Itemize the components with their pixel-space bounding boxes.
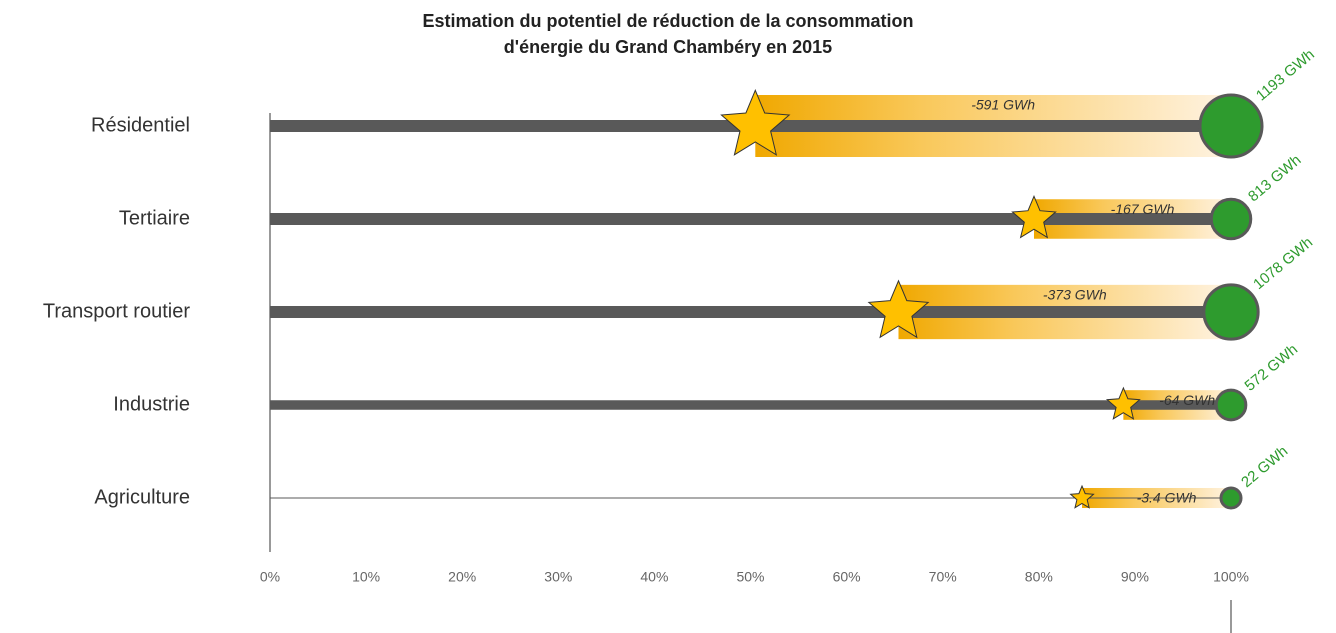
x-tick-label: 10% xyxy=(352,569,380,585)
reduction-label: -64 GWh xyxy=(1159,392,1215,408)
x-tick-label: 70% xyxy=(929,569,957,585)
potential-star xyxy=(1105,386,1141,420)
x-tick-label: 40% xyxy=(640,569,668,585)
chart-subtitle: d'énergie du Grand Chambéry en 2015 xyxy=(504,37,832,57)
consumption-label: 1193 GWh xyxy=(1253,46,1318,104)
reduction-label: -167 GWh xyxy=(1111,201,1175,217)
consumption-circle xyxy=(1202,283,1260,341)
consumption-label: 1078 GWh xyxy=(1250,234,1316,293)
category-label: Industrie xyxy=(113,393,190,415)
consumption-circle xyxy=(1209,197,1253,241)
potential-star xyxy=(1069,484,1095,509)
x-tick-label: 30% xyxy=(544,569,572,585)
x-tick-label: 50% xyxy=(736,569,764,585)
potential-star xyxy=(720,88,791,156)
category-label: Agriculture xyxy=(94,486,190,508)
consumption-label: 813 GWh xyxy=(1245,152,1304,206)
consumption-label: 572 GWh xyxy=(1242,341,1301,395)
chart-title: Estimation du potentiel de réduction de … xyxy=(422,11,913,31)
reduction-label: -373 GWh xyxy=(1043,287,1107,303)
category-label: Résidentiel xyxy=(91,114,190,136)
potential-star xyxy=(867,279,930,339)
consumption-circle xyxy=(1214,388,1248,422)
x-tick-label: 100% xyxy=(1213,569,1249,585)
consumption-circle xyxy=(1219,486,1243,510)
reduction-label: -3.4 GWh xyxy=(1137,490,1197,506)
reduction-label: -591 GWh xyxy=(971,97,1035,113)
x-tick-label: 80% xyxy=(1025,569,1053,585)
category-label: Tertiaire xyxy=(119,207,190,229)
category-label: Transport routier xyxy=(43,300,190,322)
x-tick-label: 0% xyxy=(260,569,280,585)
consumption-circle xyxy=(1198,93,1264,159)
x-tick-label: 20% xyxy=(448,569,476,585)
potential-star xyxy=(1011,195,1057,239)
consumption-label: 22 GWh xyxy=(1238,443,1291,491)
x-tick-label: 60% xyxy=(833,569,861,585)
x-tick-label: 90% xyxy=(1121,569,1149,585)
